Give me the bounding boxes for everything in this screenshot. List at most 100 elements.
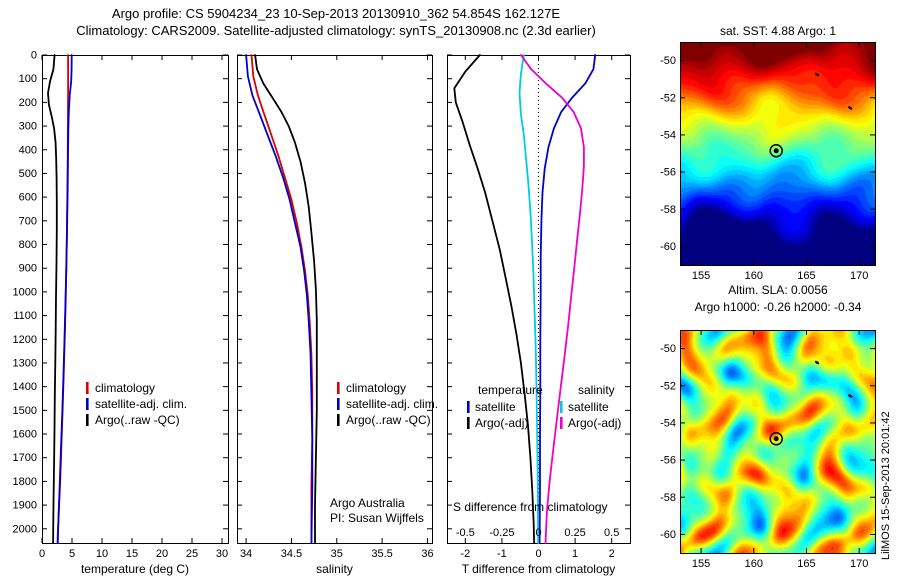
legend-marker <box>337 382 340 394</box>
x-axis-label: temperature (deg C) <box>81 562 189 576</box>
s-tick-label: -0.25 <box>489 527 514 539</box>
depth-tick-label: 300 <box>19 121 37 133</box>
x-tick-label: 2 <box>609 548 615 560</box>
legend-marker <box>86 414 89 426</box>
island-mark <box>848 394 853 398</box>
x-tick-label: 34.5 <box>281 548 302 560</box>
x-tick-label: 35 <box>331 548 343 560</box>
depth-tick-label: 1100 <box>13 310 37 322</box>
series-argo-raw-qc- <box>47 54 58 544</box>
panel-annotation: PI: Susan Wijffels <box>330 511 424 525</box>
depth-tick-label: 700 <box>19 215 37 227</box>
x-tick-label: 35.5 <box>371 548 392 560</box>
longitude-tick-label: 165 <box>797 270 815 282</box>
depth-tick-label: 800 <box>19 239 37 251</box>
depth-tick-label: 2000 <box>13 523 37 535</box>
series-t-satellite <box>538 54 597 544</box>
x-tick-label: 0 <box>39 548 45 560</box>
figure-title-line2: Climatology: CARS2009. Satellite-adjuste… <box>76 23 596 38</box>
sla-map-title-line2: Argo h1000: -0.26 h2000: -0.34 <box>694 300 862 314</box>
latitude-tick-label: -54 <box>660 417 676 429</box>
depth-tick-label: 500 <box>19 168 37 180</box>
longitude-tick-label: 160 <box>745 270 763 282</box>
latitude-tick-label: -50 <box>660 55 676 67</box>
x-tick-label: 1 <box>572 548 578 560</box>
legend-label: satellite-adj. clim. <box>346 397 438 411</box>
longitude-tick-label: 170 <box>850 270 868 282</box>
x-tick-label: 10 <box>96 548 108 560</box>
series-s-satellite <box>518 54 539 544</box>
s-tick-label: 0 <box>535 527 541 539</box>
legend-marker <box>337 398 340 410</box>
x-axis-label: salinity <box>316 562 353 576</box>
latitude-tick-label: -56 <box>660 455 676 467</box>
latitude-tick-label: -58 <box>660 492 676 504</box>
legend-marker <box>467 417 470 429</box>
series-climatology <box>250 54 314 544</box>
island-mark <box>814 72 820 77</box>
depth-tick-label: 1500 <box>13 405 37 417</box>
x-tick-label: 20 <box>156 548 168 560</box>
series-s-argo-adj- <box>520 54 585 544</box>
series-t-argo-adj- <box>453 54 535 544</box>
depth-tick-label: 1600 <box>13 429 37 441</box>
island-mark <box>814 360 820 365</box>
legend-marker <box>86 398 89 410</box>
legend-marker <box>560 417 563 429</box>
depth-tick-label: 200 <box>19 97 37 109</box>
x-tick-label: -1 <box>497 548 507 560</box>
series-satellite-adj-clim- <box>245 54 314 544</box>
legend-label: satellite-adj. clim. <box>95 397 187 411</box>
depth-tick-label: 400 <box>19 144 37 156</box>
legend-marker <box>86 382 89 394</box>
latitude-tick-label: -58 <box>660 204 676 216</box>
x-tick-label: 36 <box>421 548 433 560</box>
depth-tick-label: 1300 <box>13 357 37 369</box>
temperature-profile-panel: 0 5 10 15 20 25 300100200300400500600700800900… <box>13 50 229 576</box>
x-tick-label: -2 <box>460 548 470 560</box>
longitude-tick-label: 160 <box>745 558 763 570</box>
depth-tick-label: 1200 <box>13 334 37 346</box>
difference-profile-panel: -2 -1 0 1 2 T difference from climatology temp… <box>447 54 631 576</box>
legend-label: Argo(-adj) <box>475 416 528 430</box>
longitude-tick-label: 155 <box>692 558 710 570</box>
depth-tick-label: 600 <box>19 192 37 204</box>
sla-map-axes: 155 160 165 170 -50 -52 -54 -56 -58 -60 <box>660 330 876 570</box>
x-axis-label: T difference from climatology <box>462 562 616 576</box>
longitude-tick-label: 165 <box>797 558 815 570</box>
legend-label: Argo(..raw -QC) <box>95 413 180 427</box>
depth-tick-label: 1800 <box>13 476 37 488</box>
x-tick-label: 30 <box>216 548 228 560</box>
x-tick-label: 5 <box>69 548 75 560</box>
depth-tick-label: 900 <box>19 263 37 275</box>
depth-tick-label: 1700 <box>13 452 37 464</box>
latitude-tick-label: -60 <box>660 241 676 253</box>
legend-label: Argo(..raw -QC) <box>346 413 431 427</box>
sla-map-image <box>680 330 875 553</box>
depth-tick-label: 100 <box>19 73 37 85</box>
longitude-tick-label: 170 <box>850 558 868 570</box>
x-tick-label: 15 <box>126 548 138 560</box>
legend-label: climatology <box>346 381 406 395</box>
legend-group-header: salinity <box>578 383 615 397</box>
latitude-tick-label: -54 <box>660 129 676 141</box>
series-satellite-adj-clim- <box>56 54 73 544</box>
latitude-tick-label: -52 <box>660 92 676 104</box>
sla-map-title-line1: Altim. SLA: 0.0056 <box>728 283 828 297</box>
sst-map-axes: 155 160 165 170 -50 -52 -54 -56 -58 -60 <box>660 42 876 282</box>
legend-label: satellite <box>568 400 609 414</box>
latitude-tick-label: -50 <box>660 343 676 355</box>
x-tick-label: 34 <box>240 548 252 560</box>
legend-label: climatology <box>95 381 155 395</box>
latitude-tick-label: -60 <box>660 529 676 541</box>
depth-tick-label: 0 <box>31 50 37 62</box>
s-tick-label: 0.5 <box>604 527 619 539</box>
panel-border <box>42 55 229 544</box>
figure-title-line1: Argo profile: CS 5904234_23 10-Sep-2013 … <box>111 6 561 21</box>
panel-annotation: Argo Australia <box>330 496 405 510</box>
longitude-tick-label: 155 <box>692 270 710 282</box>
argo-position-marker-dot <box>773 436 779 442</box>
latitude-tick-label: -56 <box>660 167 676 179</box>
s-axis-label: S difference from climatology <box>453 500 608 514</box>
